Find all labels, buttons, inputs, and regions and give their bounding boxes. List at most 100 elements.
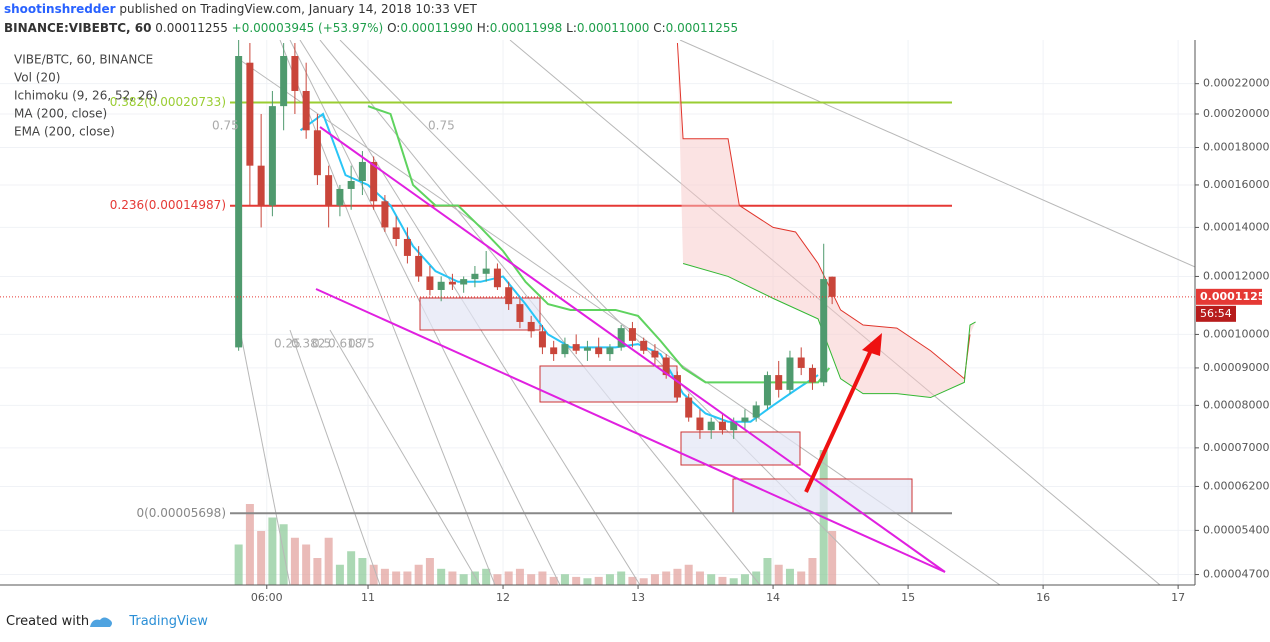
published: published on TradingView.com, January 14… <box>119 2 477 16</box>
drawings-top <box>0 40 1196 586</box>
annotation: 0.75 <box>428 119 455 133</box>
x-tick-label: 06:00 <box>251 591 283 604</box>
candle-body <box>403 238 411 256</box>
volume-bar <box>437 568 446 585</box>
volume-bar <box>605 574 614 585</box>
volume-bar <box>639 578 648 585</box>
arrow-head <box>862 333 882 356</box>
volume-bar <box>583 578 592 585</box>
plot <box>0 40 1195 515</box>
candle-body <box>696 417 704 431</box>
volume-bar <box>470 571 479 585</box>
volume-bar <box>684 564 693 585</box>
volume-bar <box>335 564 344 585</box>
candle-body <box>291 55 299 91</box>
volume-bar <box>369 564 378 585</box>
legend-entry: EMA (200, close) <box>14 125 115 139</box>
change: +0.00003945 (+53.97%) <box>231 21 384 35</box>
ohlc-label: L: <box>566 21 577 35</box>
volume-bar <box>797 571 806 585</box>
volume-bar <box>290 537 299 585</box>
range-box <box>680 431 801 466</box>
ohlc: O:0.00011990 H:0.00011998 L:0.00011000 C… <box>387 21 738 35</box>
annotation: 0.5 <box>312 337 331 351</box>
ohlc-value: 0.00011998 <box>489 21 563 35</box>
volume-bar <box>572 576 581 585</box>
candle-body <box>313 130 321 176</box>
author[interactable]: shootinshredder <box>4 2 116 16</box>
volume-bar <box>662 571 671 585</box>
candle-body <box>325 175 333 206</box>
y-tick-label: 0.00009000 <box>1203 361 1269 374</box>
x-tick-label: 12 <box>496 591 510 604</box>
y-tick-label: 0.00012000 <box>1203 269 1269 282</box>
candle-body <box>572 344 580 351</box>
ohlc-value: 0.00011000 <box>576 21 650 35</box>
candle-body <box>268 106 276 206</box>
candle-body <box>820 279 828 383</box>
volume-bar <box>763 558 772 585</box>
volume-bar <box>358 558 367 585</box>
candle-body <box>673 375 681 398</box>
annotation: 0.75 <box>212 119 239 133</box>
y-tick-label: 0.00020000 <box>1203 107 1269 120</box>
volume-bar <box>594 576 603 585</box>
candle-body <box>583 347 591 351</box>
candle-body <box>415 255 423 277</box>
candle-body <box>595 347 603 355</box>
fan-line <box>239 329 291 585</box>
grid <box>0 40 1195 585</box>
candle-body <box>538 331 546 348</box>
candle-body <box>280 55 288 107</box>
y-tick-label: 0.00008000 <box>1203 398 1269 411</box>
volume-bar <box>493 574 502 585</box>
ohlc-label: H: <box>476 21 490 35</box>
fan-line <box>679 40 1195 268</box>
volume-bar <box>752 571 761 585</box>
candle-body <box>561 344 569 355</box>
candle-body <box>347 180 355 189</box>
x-tick-label: 11 <box>361 591 375 604</box>
y-tick-label: 0.00006200 <box>1203 479 1269 492</box>
candle-body <box>640 340 648 351</box>
volume-bar <box>707 574 716 585</box>
candle-body <box>426 276 434 290</box>
volume-bar <box>527 574 536 585</box>
volume-bar <box>504 571 513 585</box>
x-tick-label: 13 <box>631 591 645 604</box>
candle-body <box>662 357 670 376</box>
indicator-line <box>676 42 971 380</box>
header: shootinshredder published on TradingView… <box>4 0 1264 38</box>
ohlc-label: O: <box>387 21 401 35</box>
volume-bar <box>403 571 412 585</box>
price: 0.00011255 <box>155 21 228 35</box>
candle-body <box>235 55 243 348</box>
fib-level-label: 0.382(0.00020733) <box>110 95 226 109</box>
volume-bar <box>774 564 783 585</box>
candle-body <box>786 357 794 390</box>
candle-body <box>606 347 614 355</box>
brand[interactable]: TradingView <box>129 614 208 629</box>
y-tick-label: 0.00018000 <box>1203 140 1269 153</box>
volume-bar <box>729 578 738 585</box>
volume-bar <box>785 568 794 585</box>
volume-bar <box>549 576 558 585</box>
volume-bar <box>302 544 311 585</box>
countdown: 56:54 <box>1200 307 1232 320</box>
volume-bar <box>245 504 254 585</box>
candle-body <box>505 287 513 305</box>
annotation: 0.382 <box>291 337 325 351</box>
candle-body <box>617 328 625 348</box>
volume-bar <box>617 571 626 585</box>
candle-body <box>448 281 456 285</box>
candle-body <box>685 397 693 418</box>
ohlc-label: C: <box>653 21 666 35</box>
candle-body <box>482 268 490 274</box>
volume-bar <box>695 571 704 585</box>
indicator-line <box>367 105 831 384</box>
fib-level-label: 0.236(0.00014987) <box>110 198 226 212</box>
volume-bar <box>313 558 322 585</box>
x-tick-label: 17 <box>1171 591 1185 604</box>
annotation: 0.618 <box>328 337 362 351</box>
